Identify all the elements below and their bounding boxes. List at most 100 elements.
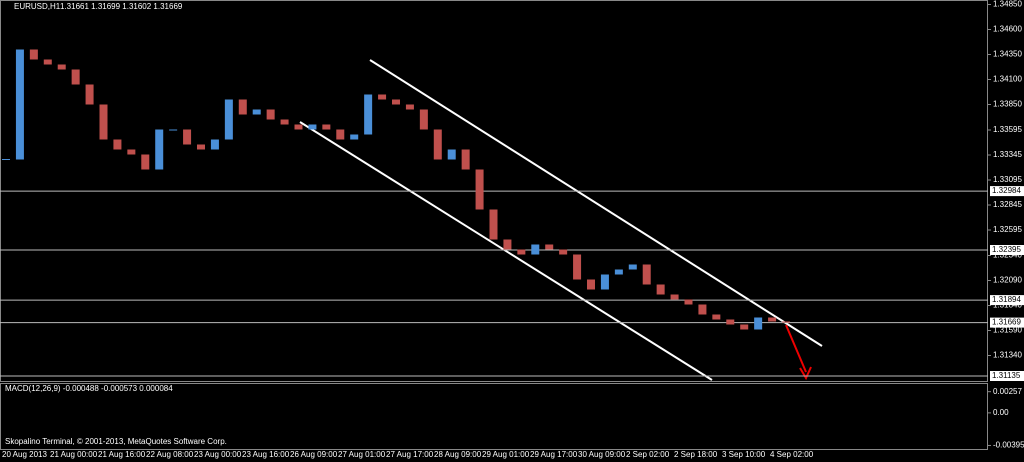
x-tick-label: 27 Aug 17:00 [386,450,434,459]
y-tick-label: 1.33095 [993,175,1022,184]
candle [628,264,637,270]
candle [85,84,94,105]
candle [712,314,721,320]
y-tick-label: 1.32090 [993,276,1022,285]
y-tick-label: 1.34350 [993,50,1022,59]
y-tick-label: 1.34100 [993,75,1022,84]
x-tick-label: 22 Aug 08:00 [146,450,194,459]
candle [308,124,317,130]
candle [266,109,275,120]
y-tick-label: 1.31340 [993,351,1022,360]
x-tick-label: 20 Aug 2013 [2,450,47,459]
x-tick-label: 29 Aug 17:00 [530,450,578,459]
level-label: 1.32395 [992,245,1021,254]
y-tick-label: 1.33850 [993,100,1022,109]
candle [280,119,289,125]
candle [252,109,261,115]
candle [726,319,735,325]
x-tick-label: 30 Aug 09:00 [578,450,626,459]
y-tick-label: 1.33345 [993,150,1022,159]
candle [642,264,651,285]
candle [155,129,164,170]
candle [294,124,303,130]
level-label: 1.31135 [992,371,1021,380]
candle [531,244,540,255]
footer: Skopalino Terminal, © 2001-2013, MetaQuo… [5,437,227,446]
candle [350,134,359,140]
x-tick-label: 26 Aug 09:00 [290,450,338,459]
candle [29,49,38,60]
forecast-arrow-head [799,366,812,381]
symbol: EURUSD,H1 [14,2,61,11]
candle [113,139,122,150]
candle [545,244,554,250]
y-tick-label: 1.34600 [993,25,1022,34]
candle [364,94,373,135]
candle [614,269,623,275]
y-tick-label: 1.32595 [993,225,1022,234]
candle [224,99,233,140]
candle [127,149,136,155]
channel-upper [369,59,823,347]
y-tick-label: 1.34850 [993,0,1022,9]
candle [392,99,400,105]
candle [447,149,456,160]
candle [15,49,24,160]
candle [573,254,582,280]
candle [141,154,150,170]
candle [656,284,665,295]
level-label-box [990,245,1024,255]
y-tick-label: 1.31590 [993,326,1022,335]
candle [517,249,526,255]
macd-tick-label: -0.00395 [993,441,1024,450]
candle [587,279,595,290]
x-tick-label: 21 Aug 00:00 [50,450,98,459]
candle [489,209,498,240]
candle [600,274,609,290]
x-tick-label: 21 Aug 16:00 [98,450,146,459]
candle [378,94,387,100]
candle [322,124,331,130]
quote: 1.31661 1.31699 1.31602 1.31669 [60,2,183,11]
level-label-box [990,371,1024,381]
candle [210,139,219,150]
y-tick-label: 1.32845 [993,200,1022,209]
level-label-box [990,295,1024,306]
candle [183,129,192,145]
candle [684,299,693,305]
candle [405,104,414,110]
x-tick-label: 2 Sep 02:00 [626,450,670,459]
channel-lower [299,121,713,381]
candle [419,109,428,130]
candle [336,129,345,140]
candle [71,69,80,85]
x-tick-label: 23 Aug 00:00 [194,450,242,459]
level-label: 1.32984 [992,186,1021,195]
candle [740,324,749,330]
macd-tick-label: 0.00 [993,408,1009,417]
candle [197,144,205,150]
candle [433,129,442,160]
macd-tick-label: 0.00257 [993,387,1022,396]
level-label-box [990,186,1024,197]
level-label: 1.31669 [992,318,1021,327]
candle [754,317,763,330]
y-tick-label: 1.31840 [993,301,1022,310]
x-tick-label: 2 Sep 18:00 [674,450,718,459]
candle [99,104,108,140]
x-tick-label: 3 Sep 10:00 [722,450,766,459]
macd-label: MACD(12,26,9) -0.000488 -0.000573 0.0000… [5,384,173,393]
forecast-arrow [785,324,807,373]
x-tick-label: 23 Aug 16:00 [242,450,290,459]
candle [43,59,52,65]
candle [782,321,790,323]
candle [238,99,247,115]
x-tick-label: 27 Aug 01:00 [338,450,386,459]
x-tick-label: 4 Sep 02:00 [770,450,814,459]
y-tick-label: 1.32340 [993,251,1022,260]
candle [461,149,470,170]
candle [503,239,512,250]
candle [169,129,178,131]
